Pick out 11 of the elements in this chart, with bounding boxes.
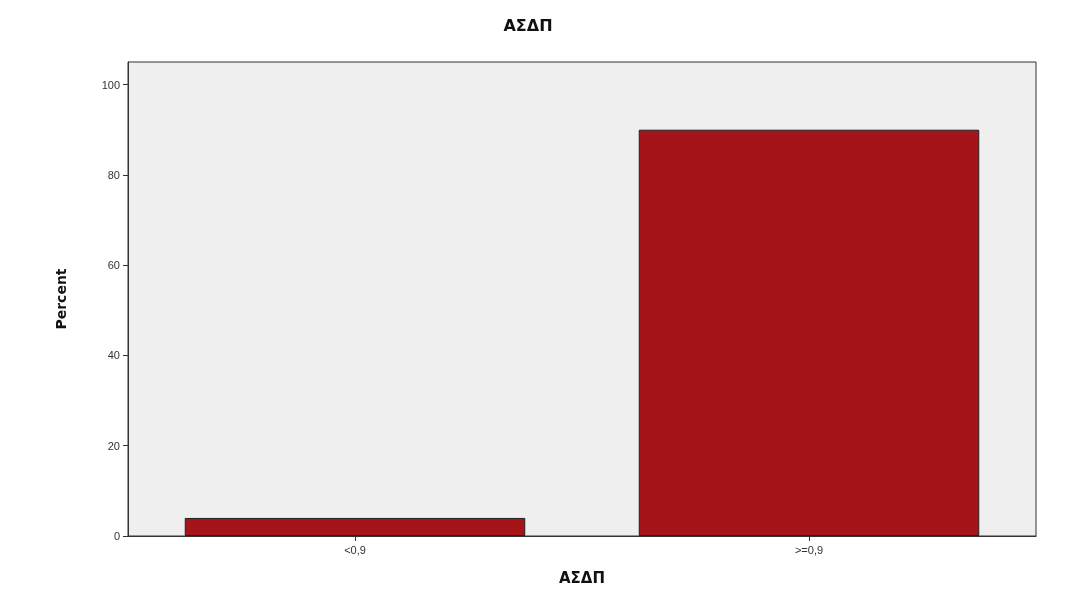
y-axis-title: Percent: [53, 268, 69, 330]
y-tick-label: 20: [107, 439, 120, 452]
x-tick-label: <0,9: [344, 543, 366, 556]
y-tick-label: 0: [113, 530, 120, 542]
chart-title: ΑΣΔΠ: [503, 15, 553, 35]
y-tick-label: 100: [101, 78, 120, 91]
y-tick-label: 80: [107, 168, 120, 181]
x-tick-label: >=0,9: [794, 543, 824, 556]
y-tick-label: 40: [107, 349, 120, 362]
y-tick-label: 60: [107, 259, 120, 272]
x-axis-title: ΑΣΔΠ: [558, 568, 606, 587]
